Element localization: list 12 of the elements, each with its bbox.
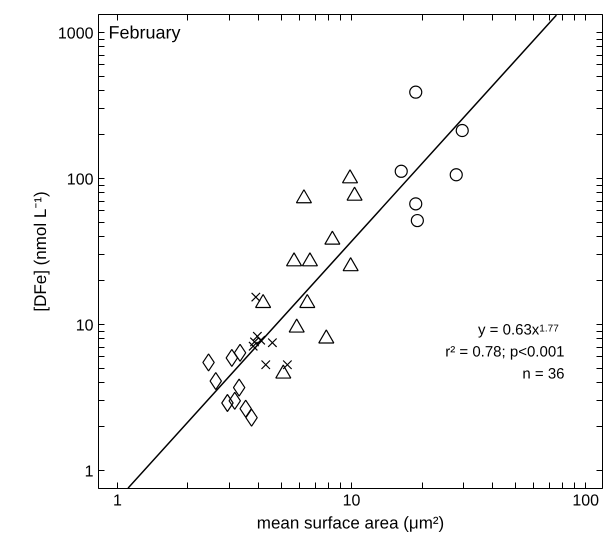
annotation: February — [108, 22, 181, 42]
y-tick-label: 100 — [66, 171, 94, 188]
x-tick-label: 1 — [112, 492, 122, 510]
annotation: n = 36 — [522, 366, 565, 382]
y-tick-label: 1 — [84, 464, 94, 481]
y-tick-label: 1000 — [58, 25, 94, 42]
y-tick-label: 10 — [76, 317, 94, 334]
annotation: r² = 0.78; p<0.001 — [445, 344, 565, 360]
x-tick-label: 10 — [342, 492, 361, 510]
x-axis-title: mean surface area (μm²) — [256, 514, 444, 532]
y-axis-title: [DFe] (nmol L⁻¹) — [30, 191, 50, 312]
x-tick-label: 100 — [572, 492, 600, 510]
